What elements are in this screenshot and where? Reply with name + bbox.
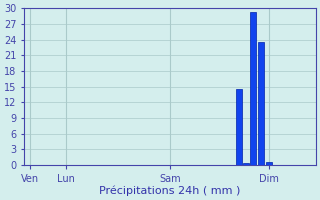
Bar <box>243 163 249 165</box>
Bar <box>258 42 263 165</box>
X-axis label: Précipitations 24h ( mm ): Précipitations 24h ( mm ) <box>100 185 241 196</box>
Bar <box>266 162 272 165</box>
Bar <box>251 12 256 165</box>
Bar <box>236 89 242 165</box>
